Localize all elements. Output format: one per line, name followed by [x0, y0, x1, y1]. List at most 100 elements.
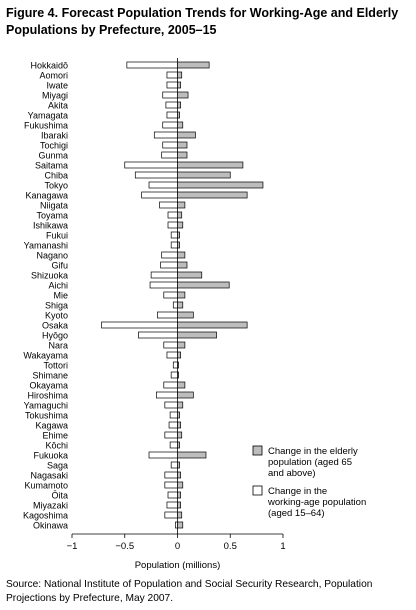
- bar-elderly: [177, 241, 180, 249]
- bar-working-age: [162, 121, 178, 129]
- legend-working-age-swatch: [252, 485, 263, 496]
- bar-elderly: [177, 281, 230, 289]
- legend-elderly-swatch: [252, 445, 263, 456]
- category-label: Nagasaki: [30, 470, 68, 480]
- bar-elderly: [177, 131, 196, 139]
- bar-working-age: [150, 271, 178, 279]
- category-label: Nara: [48, 340, 68, 350]
- chart-title: Figure 4. Forecast Population Trends for…: [6, 6, 399, 37]
- bar-elderly: [177, 501, 182, 509]
- bar-elderly: [177, 331, 217, 339]
- bar-elderly: [177, 161, 244, 169]
- bar-working-age: [166, 81, 178, 89]
- category-label: Miyazaki: [33, 500, 68, 510]
- category-label: Aomori: [39, 70, 68, 80]
- bar-working-age: [164, 431, 178, 439]
- bar-chart: −1 −0.5 0 0.5 1 Population (millions) Hokkaid…: [23, 58, 366, 571]
- bar-elderly: [177, 191, 248, 199]
- category-label: Saga: [47, 460, 68, 470]
- bar-elderly: [177, 211, 183, 219]
- legend-working-age-label: Change in the working-age population (aged…: [267, 486, 366, 519]
- category-label: Yamanashi: [24, 240, 68, 250]
- category-label: Saitama: [35, 160, 68, 170]
- bar-elderly: [177, 91, 189, 99]
- category-label: Akita: [48, 100, 68, 110]
- bar-elderly: [177, 171, 231, 179]
- bar-elderly: [177, 251, 186, 259]
- category-label: Niigata: [40, 200, 68, 210]
- x-tick-label: −0.5: [115, 541, 134, 552]
- bar-working-age: [170, 461, 178, 469]
- bar-working-age: [172, 361, 178, 369]
- legend-elderly-label: Change in the elderly population (aged 65…: [268, 446, 358, 479]
- x-tick-label: 0.5: [224, 541, 237, 552]
- category-label: Okayama: [29, 380, 68, 390]
- bar-working-age: [166, 71, 178, 79]
- bar-elderly: [177, 121, 184, 129]
- category-label: Tokyo: [44, 180, 68, 190]
- category-label: Ishikawa: [33, 220, 68, 230]
- category-label: Kagawa: [35, 420, 68, 430]
- category-label: Nagano: [36, 250, 68, 260]
- bar-elderly: [177, 221, 184, 229]
- bar-elderly: [177, 511, 183, 519]
- bar-elderly: [177, 461, 180, 469]
- bar-working-age: [163, 291, 178, 299]
- bars-layer: [101, 61, 264, 529]
- category-label: Fukuoka: [33, 450, 68, 460]
- bar-working-age: [160, 261, 178, 269]
- category-label: Toyama: [36, 210, 68, 220]
- bar-elderly: [177, 521, 184, 529]
- bar-elderly: [177, 301, 184, 309]
- category-labels: HokkaidōAomoriIwateMiyagiAkitaYamagataFu…: [23, 60, 68, 530]
- bar-working-age: [141, 191, 178, 199]
- category-label: Kōchi: [45, 440, 68, 450]
- bar-working-age: [156, 391, 178, 399]
- category-label: Ibaraki: [41, 130, 68, 140]
- bar-working-age: [166, 111, 178, 119]
- bar-elderly: [177, 421, 182, 429]
- bar-elderly: [177, 351, 182, 359]
- bar-working-age: [138, 331, 178, 339]
- bar-elderly: [177, 71, 183, 79]
- bar-elderly: [177, 291, 186, 299]
- bar-working-age: [126, 61, 178, 69]
- bar-working-age: [170, 231, 178, 239]
- bar-working-age: [164, 471, 178, 479]
- bar-working-age: [172, 301, 178, 309]
- category-label: Ōita: [51, 490, 68, 500]
- bar-working-age: [167, 491, 178, 499]
- category-label: Hyōgo: [42, 330, 68, 340]
- bar-elderly: [177, 231, 180, 239]
- bar-elderly: [177, 151, 188, 159]
- category-label: Kyoto: [45, 310, 68, 320]
- category-label: Gunma: [38, 150, 68, 160]
- category-label: Okinawa: [33, 520, 68, 530]
- bar-working-age: [169, 441, 178, 449]
- bar-elderly: [177, 311, 194, 319]
- category-label: Chiba: [44, 170, 68, 180]
- category-label: Tochigi: [40, 140, 68, 150]
- bar-working-age: [165, 101, 178, 109]
- bar-elderly: [177, 451, 207, 459]
- category-label: Shizuoka: [31, 270, 68, 280]
- bar-elderly: [177, 441, 180, 449]
- bar-working-age: [124, 161, 178, 169]
- bar-working-age: [169, 411, 178, 419]
- category-label: Yamaguchi: [24, 400, 68, 410]
- bar-working-age: [149, 281, 178, 289]
- category-label: Tokushima: [25, 410, 68, 420]
- bar-elderly: [177, 381, 186, 389]
- category-label: Kumamoto: [24, 480, 68, 490]
- bar-working-age: [167, 211, 178, 219]
- bar-working-age: [163, 381, 178, 389]
- bar-elderly: [177, 81, 182, 89]
- x-axis-label: Population (millions): [135, 560, 221, 571]
- bar-elderly: [177, 471, 182, 479]
- bar-working-age: [162, 141, 178, 149]
- bar-working-age: [162, 91, 178, 99]
- bar-working-age: [168, 421, 178, 429]
- source-note: Source: National Institute of Population…: [6, 579, 373, 604]
- category-label: Gifu: [51, 260, 68, 270]
- bar-working-age: [161, 151, 178, 159]
